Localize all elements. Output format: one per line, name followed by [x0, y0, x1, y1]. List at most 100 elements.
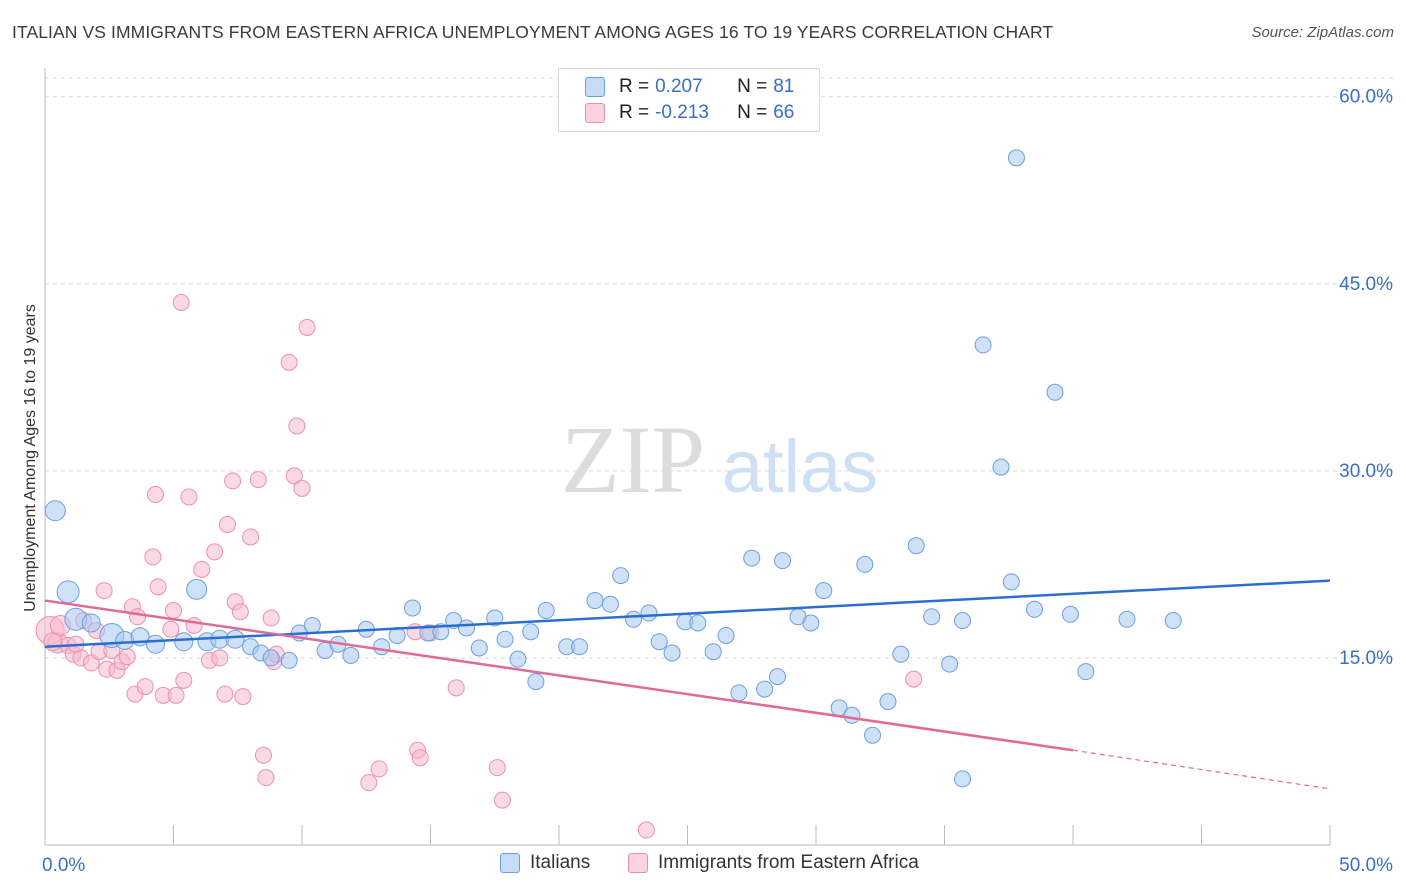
legend-row-italians: R = 0.207 N = 81 — [585, 74, 794, 100]
immigrants-point — [298, 318, 316, 336]
legend-n-value: 81 — [773, 76, 795, 97]
y-tick-label: 45.0% — [1339, 274, 1393, 295]
legend-item-immigrants[interactable]: Immigrants from Eastern Africa — [628, 852, 919, 874]
x-tick-label: 50.0% — [1339, 855, 1393, 876]
y-axis-label: Unemployment Among Ages 16 to 19 years — [22, 304, 39, 612]
italians-point — [650, 633, 668, 651]
immigrants-trend-line — [44, 599, 1074, 752]
immigrants-point — [242, 528, 260, 546]
italians-point — [174, 632, 194, 652]
immigrants-point — [288, 417, 306, 435]
italians-point — [774, 552, 792, 570]
legend-n-label: N = — [737, 102, 768, 123]
immigrants-point — [493, 791, 511, 809]
italians-trend-line — [44, 579, 1331, 648]
immigrants-point — [95, 582, 113, 600]
italians-swatch — [500, 853, 520, 873]
immigrants-point — [293, 479, 311, 497]
y-tick-label: 30.0% — [1339, 461, 1393, 482]
immigrants-point — [447, 679, 465, 697]
immigrants-point — [257, 769, 275, 787]
immigrants-point — [144, 548, 162, 566]
y-tick-label: 60.0% — [1339, 87, 1393, 108]
immigrants-point — [224, 472, 242, 490]
italians-point — [1061, 605, 1079, 623]
italians-point — [730, 684, 748, 702]
immigrants-point — [129, 608, 147, 626]
italians-point — [470, 639, 488, 657]
series-legend: Italians Immigrants from Eastern Africa — [0, 852, 1406, 878]
italians-point — [864, 726, 882, 744]
gridlines — [45, 77, 1395, 659]
italians-point — [486, 609, 504, 627]
italians-point — [262, 649, 280, 667]
legend-n-label: N = — [737, 76, 768, 97]
italians-point — [373, 638, 391, 656]
immigrants-point — [206, 543, 224, 561]
italians-point — [571, 638, 589, 656]
immigrants-point — [254, 746, 272, 764]
immigrants-point — [285, 467, 303, 485]
italians-swatch — [585, 77, 605, 97]
source-credit: Source: ZipAtlas.com — [1251, 24, 1394, 41]
immigrants-point — [411, 749, 429, 767]
legend-r-value: 0.207 — [655, 76, 703, 97]
immigrants-point — [905, 670, 923, 688]
legend-r-value: -0.213 — [655, 102, 709, 123]
italians-point — [537, 602, 555, 620]
italians-point — [689, 614, 707, 632]
watermark: ZIP atlas — [561, 406, 878, 513]
italians-point — [907, 537, 925, 555]
italians-point — [843, 706, 861, 724]
immigrants-point — [488, 759, 506, 777]
italians-point — [625, 610, 643, 628]
immigrants-point — [136, 678, 154, 696]
immigrants-point — [185, 617, 203, 635]
italians-point — [879, 693, 897, 711]
immigrants-point — [216, 685, 234, 703]
immigrants-point — [262, 609, 280, 627]
y-tick-label: 15.0% — [1339, 648, 1393, 669]
italians-point — [1002, 573, 1020, 591]
axes — [44, 68, 1331, 846]
italians-point — [280, 651, 298, 669]
italians-point — [1046, 383, 1064, 401]
watermark-atlas: atlas — [722, 425, 878, 508]
italians-point — [704, 643, 722, 661]
italians-point — [640, 604, 658, 622]
immigrants-point — [149, 578, 167, 596]
italians-point — [923, 608, 941, 626]
immigrants-swatch — [585, 103, 605, 123]
immigrants-point — [211, 649, 229, 667]
italians-point — [717, 626, 735, 644]
correlation-legend: R = 0.207 N = 81 R = -0.213 N = 66 — [558, 68, 820, 132]
legend-r-label: R = — [619, 76, 650, 97]
italians-point — [1025, 600, 1043, 618]
immigrants-trend-extension — [1072, 749, 1331, 790]
legend-item-italians[interactable]: Italians — [500, 852, 590, 874]
immigrants-points — [35, 293, 923, 839]
trend-lines — [44, 579, 1331, 790]
italians-point — [81, 613, 101, 633]
italians-point — [1164, 612, 1182, 630]
italians-point — [1118, 610, 1136, 628]
italians-point — [146, 634, 166, 654]
immigrants-point — [167, 686, 185, 704]
immigrants-point — [162, 620, 180, 638]
immigrants-point — [231, 603, 249, 621]
italians-point — [586, 592, 604, 610]
immigrants-point — [118, 648, 136, 666]
italians-point — [1007, 149, 1025, 167]
chart-title: ITALIAN VS IMMIGRANTS FROM EASTERN AFRIC… — [12, 22, 1054, 42]
immigrants-swatch — [628, 853, 648, 873]
immigrants-point — [175, 671, 193, 689]
italians-point — [815, 582, 833, 600]
watermark-zip: ZIP — [561, 406, 705, 513]
italians-point — [496, 630, 514, 648]
italians-point — [612, 567, 630, 585]
italians-point — [1077, 663, 1095, 681]
tick-labels: 15.0% 30.0% 45.0% 60.0% 0.0% 50.0% — [42, 87, 1393, 876]
italians-point — [303, 617, 321, 635]
italians-point — [186, 578, 208, 600]
legend-row-immigrants: R = -0.213 N = 66 — [585, 100, 794, 126]
